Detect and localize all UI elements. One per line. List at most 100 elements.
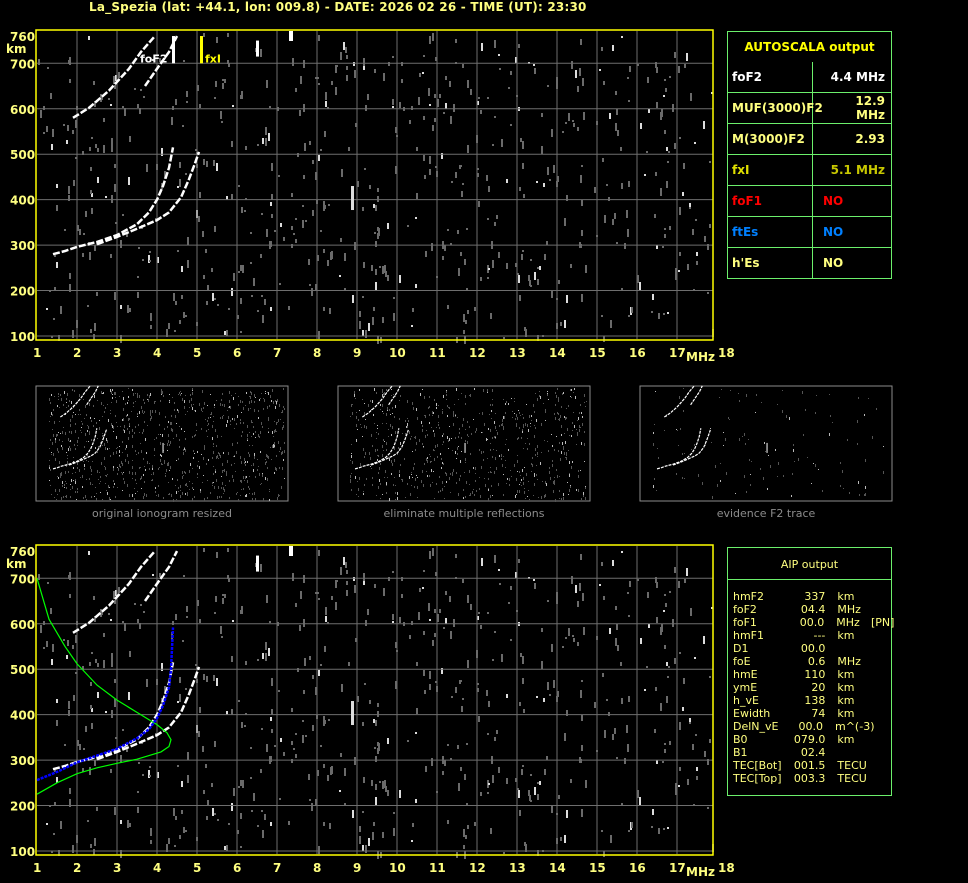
- y-tick-label: 700: [10, 572, 35, 586]
- noise-mark: [609, 113, 611, 119]
- noise-mark: [372, 445, 373, 447]
- noise-mark: [53, 434, 54, 437]
- noise-mark: [318, 331, 320, 339]
- noise-mark: [168, 440, 169, 443]
- noise-mark: [291, 226, 293, 230]
- noise-mark: [460, 680, 462, 682]
- noise-mark: [357, 429, 358, 430]
- noise-mark: [359, 389, 360, 391]
- noise-mark: [392, 99, 394, 105]
- noise-mark: [283, 388, 284, 390]
- noise-mark: [162, 391, 163, 394]
- noise-mark: [223, 487, 224, 490]
- noise-mark: [449, 407, 450, 409]
- noise-mark: [435, 166, 437, 168]
- autoscala-row-m3000f2: M(3000)F2 2.93: [728, 123, 891, 154]
- noise-mark: [103, 435, 104, 438]
- noise-mark: [62, 431, 63, 434]
- noise-mark: [134, 498, 135, 500]
- noise-mark: [392, 621, 394, 623]
- noise-mark: [383, 73, 385, 81]
- noise-mark: [95, 659, 97, 663]
- noise-mark: [495, 437, 496, 438]
- noise-mark: [481, 432, 482, 433]
- noise-mark: [66, 465, 67, 467]
- noise-mark: [572, 430, 573, 431]
- noise-mark: [70, 489, 71, 490]
- noise-mark: [585, 780, 587, 788]
- y-tick-label: 760: [10, 545, 35, 559]
- noise-mark: [883, 446, 884, 447]
- noise-mark: [138, 762, 140, 764]
- noise-mark: [738, 393, 739, 394]
- noise-mark: [180, 391, 181, 392]
- noise-mark: [291, 244, 293, 248]
- thumbnail-frame: [35, 385, 289, 502]
- noise-mark: [208, 459, 209, 461]
- noise-mark: [481, 451, 482, 454]
- noise-mark: [679, 252, 681, 256]
- noise-mark: [100, 481, 101, 482]
- noise-mark: [245, 495, 246, 497]
- noise-mark: [97, 663, 99, 667]
- noise-mark: [477, 173, 479, 177]
- noise-mark: [528, 429, 529, 432]
- noise-mark: [179, 426, 180, 427]
- noise-mark: [344, 253, 346, 261]
- noise-mark: [110, 413, 111, 414]
- noise-mark: [418, 612, 420, 620]
- noise-mark: [436, 427, 437, 428]
- noise-mark: [387, 477, 388, 478]
- aip-cell: [873, 590, 891, 603]
- noise-mark: [506, 263, 508, 269]
- noise-mark: [678, 785, 680, 787]
- noise-mark: [509, 484, 510, 486]
- noise-mark: [65, 432, 66, 435]
- noise-mark: [49, 460, 50, 461]
- noise-mark: [402, 479, 403, 482]
- noise-mark: [582, 423, 583, 426]
- noise-mark: [509, 478, 510, 481]
- noise-mark: [83, 748, 85, 750]
- noise-mark: [566, 408, 567, 409]
- noise-mark: [227, 460, 228, 463]
- noise-mark: [445, 103, 447, 109]
- noise-mark: [199, 104, 201, 108]
- noise-mark: [291, 193, 293, 197]
- noise-mark: [696, 252, 698, 256]
- noise-mark: [520, 415, 521, 416]
- noise-mark: [350, 416, 351, 417]
- noise-mark: [212, 808, 214, 816]
- noise-mark: [359, 836, 361, 844]
- noise-mark: [558, 419, 559, 420]
- noise-mark: [71, 407, 72, 408]
- noise-mark: [231, 803, 233, 811]
- noise-mark: [490, 443, 491, 444]
- noise-mark: [675, 268, 677, 276]
- noise-mark: [434, 458, 435, 461]
- fxi-marker: [200, 36, 203, 64]
- noise-mark: [170, 422, 171, 425]
- noise-mark: [207, 436, 208, 437]
- noise-mark: [669, 226, 671, 230]
- noise-mark: [525, 329, 527, 337]
- noise-mark: [234, 455, 235, 456]
- noise-mark: [447, 305, 449, 309]
- noise-mark: [189, 470, 190, 473]
- noise-mark: [394, 416, 395, 418]
- noise-mark: [295, 88, 297, 92]
- noise-mark: [465, 496, 466, 498]
- noise-mark: [527, 424, 528, 427]
- noise-mark: [142, 259, 144, 261]
- noise-mark: [631, 307, 633, 313]
- noise-mark: [602, 158, 604, 162]
- noise-mark: [447, 415, 448, 417]
- noise-mark: [214, 298, 216, 300]
- noise-mark: [57, 434, 58, 436]
- noise-mark: [346, 570, 348, 574]
- noise-mark: [249, 454, 250, 457]
- noise-mark: [252, 445, 253, 446]
- noise-mark: [260, 254, 262, 258]
- noise-mark: [257, 144, 259, 146]
- noise-mark: [211, 783, 213, 787]
